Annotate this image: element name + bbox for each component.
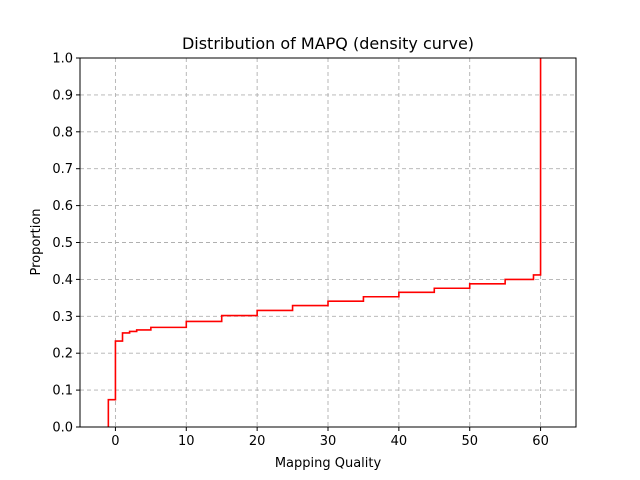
series-layer	[107, 58, 542, 427]
x-tick-label: 40	[391, 434, 408, 449]
x-tick-label: 30	[320, 434, 337, 449]
y-tick-label: 0.2	[52, 347, 73, 362]
y-tick-label: 0.9	[52, 88, 73, 103]
y-tick-label: 0.4	[52, 273, 73, 288]
x-tick-label: 60	[532, 434, 549, 449]
y-tick-label: 0.1	[52, 384, 73, 399]
y-tick-label: 1.0	[52, 52, 73, 67]
y-axis: 0.0 0.1 0.2 0.3 0.4 0.5 0.6 0.7 0.8 0.9 1.0	[52, 52, 80, 436]
x-axis-label: Mapping Quality	[275, 456, 382, 471]
y-tick-label: 0.3	[52, 310, 73, 325]
x-tick-label: 50	[461, 434, 478, 449]
x-tick-label: 10	[178, 434, 195, 449]
series-line	[107, 58, 542, 427]
y-axis-label: Proportion	[29, 208, 44, 275]
x-tick-label: 20	[249, 434, 266, 449]
y-tick-label: 0.0	[52, 421, 73, 436]
x-axis: 0 10 20 30 40 50 60	[111, 427, 549, 449]
chart-title: Distribution of MAPQ (density curve)	[182, 34, 474, 53]
y-tick-label: 0.6	[52, 199, 73, 214]
y-tick-label: 0.5	[52, 236, 73, 251]
y-tick-label: 0.8	[52, 125, 73, 140]
x-tick-label: 0	[111, 434, 119, 449]
y-tick-label: 0.7	[52, 162, 73, 177]
